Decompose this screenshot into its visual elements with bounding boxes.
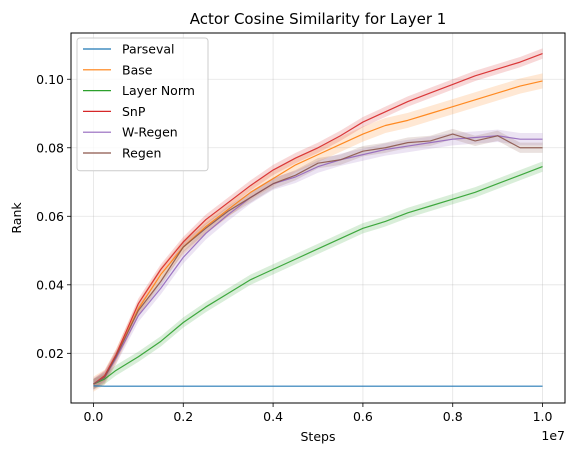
legend-label-base: Base [122,62,153,77]
y-axis-label: Rank [9,202,24,234]
legend-label-layer-norm: Layer Norm [122,83,195,98]
y-tick-label: 0.08 [36,140,64,155]
series-line-layer-norm [93,166,543,385]
x-axis-label: Steps [301,429,336,444]
y-tick-label: 0.10 [36,72,64,87]
legend-label-regen: Regen [122,146,161,161]
legend-box [76,37,209,172]
x-tick-label: 0.8 [443,409,463,424]
x-tick-label: 1.0 [533,409,553,424]
x-tick-label: 0.4 [263,409,283,424]
legend-label-snp: SnP [122,104,146,119]
legend: Parseval Base Layer Norm SnP W-Regen Regen [76,37,209,172]
legend-label-w-regen: W-Regen [122,125,178,140]
chart-title: Actor Cosine Similarity for Layer 1 [190,10,447,28]
x-tick-label: 0.6 [353,409,373,424]
plot-frame [70,32,566,404]
series-line-base [93,80,543,385]
y-axis: 0.02 0.04 0.06 0.08 0.10 [36,72,71,361]
series-lines [93,52,543,387]
x-tick-label: 0.2 [173,409,193,424]
legend-label-parseval: Parseval [122,42,175,57]
series-line-regen [93,133,543,385]
y-tick-label: 0.04 [36,277,64,292]
series-line-w-regen [93,135,543,385]
series-line-snp [93,52,543,385]
x-tick-label: 0.0 [84,409,104,424]
y-tick-label: 0.02 [36,346,64,361]
x-offset-label: 1e7 [541,428,565,443]
band-w-regen [93,129,543,391]
x-axis: 0.0 0.2 0.4 0.6 0.8 1.0 [84,403,553,424]
y-tick-label: 0.06 [36,209,64,224]
